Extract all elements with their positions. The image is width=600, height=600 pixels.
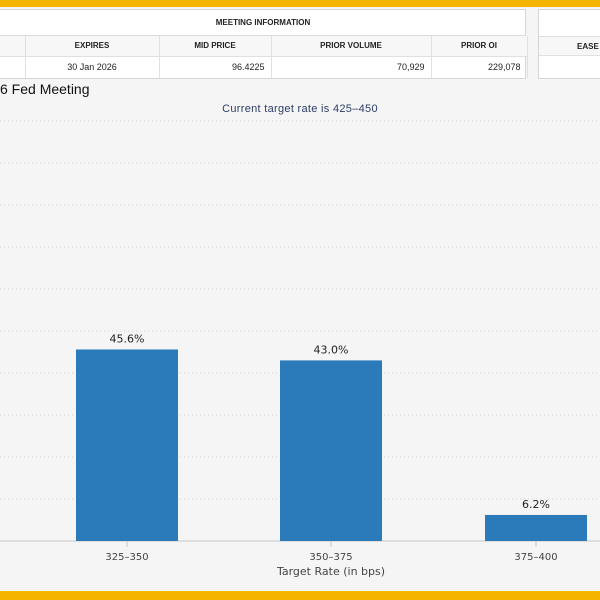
x-tick-label: 375–400 <box>514 552 557 563</box>
ease-table: EASE <box>538 9 600 79</box>
data-label: 45.6% <box>110 332 145 345</box>
column-header-expires: EXPIRES <box>25 36 160 57</box>
meeting-information-caption: MEETING INFORMATION <box>0 10 525 36</box>
bar-325–350 <box>76 349 178 541</box>
table-header-cell-cut <box>0 36 26 57</box>
cell-prior-oi: 229,078 <box>431 56 528 78</box>
bar-350–375 <box>280 360 382 541</box>
chart-subtitle: Current target rate is 425–450 <box>222 103 378 115</box>
data-label: 43.0% <box>314 343 349 356</box>
cell-prior-volume: 70,929 <box>271 56 432 78</box>
column-header-prior-volume: PRIOR VOLUME <box>271 36 432 57</box>
cell-expires: 30 Jan 2026 <box>25 56 160 78</box>
column-header-mid-price: MID PRICE <box>159 36 272 57</box>
table-cell-cut <box>0 56 26 78</box>
table-row: 30 Jan 2026 96.4225 70,929 229,078 <box>0 56 528 78</box>
column-header-prior-oi: PRIOR OI <box>431 36 528 57</box>
column-header-ease: EASE <box>539 36 600 56</box>
chart-title: 6 Fed Meeting <box>0 81 90 97</box>
chart-panel: MEETING INFORMATION EXPIRES MID PRICE PR… <box>0 7 600 591</box>
bar-375–400 <box>485 514 587 541</box>
x-tick-label: 325–350 <box>105 552 148 563</box>
x-tick-label: 350–375 <box>309 552 352 563</box>
meeting-information-table: MEETING INFORMATION EXPIRES MID PRICE PR… <box>0 9 528 79</box>
data-label: 6.2% <box>522 498 550 511</box>
meeting-information-grid: EXPIRES MID PRICE PRIOR VOLUME PRIOR OI … <box>0 36 528 78</box>
table-header-row: EXPIRES MID PRICE PRIOR VOLUME PRIOR OI <box>0 36 528 57</box>
x-axis-title: Target Rate (in bps) <box>276 565 385 578</box>
cell-mid-price: 96.4225 <box>159 56 272 78</box>
bar-chart: 45.6% 325–350 43.0% 350–375 6.2% 375–400 Targe… <box>0 120 600 578</box>
